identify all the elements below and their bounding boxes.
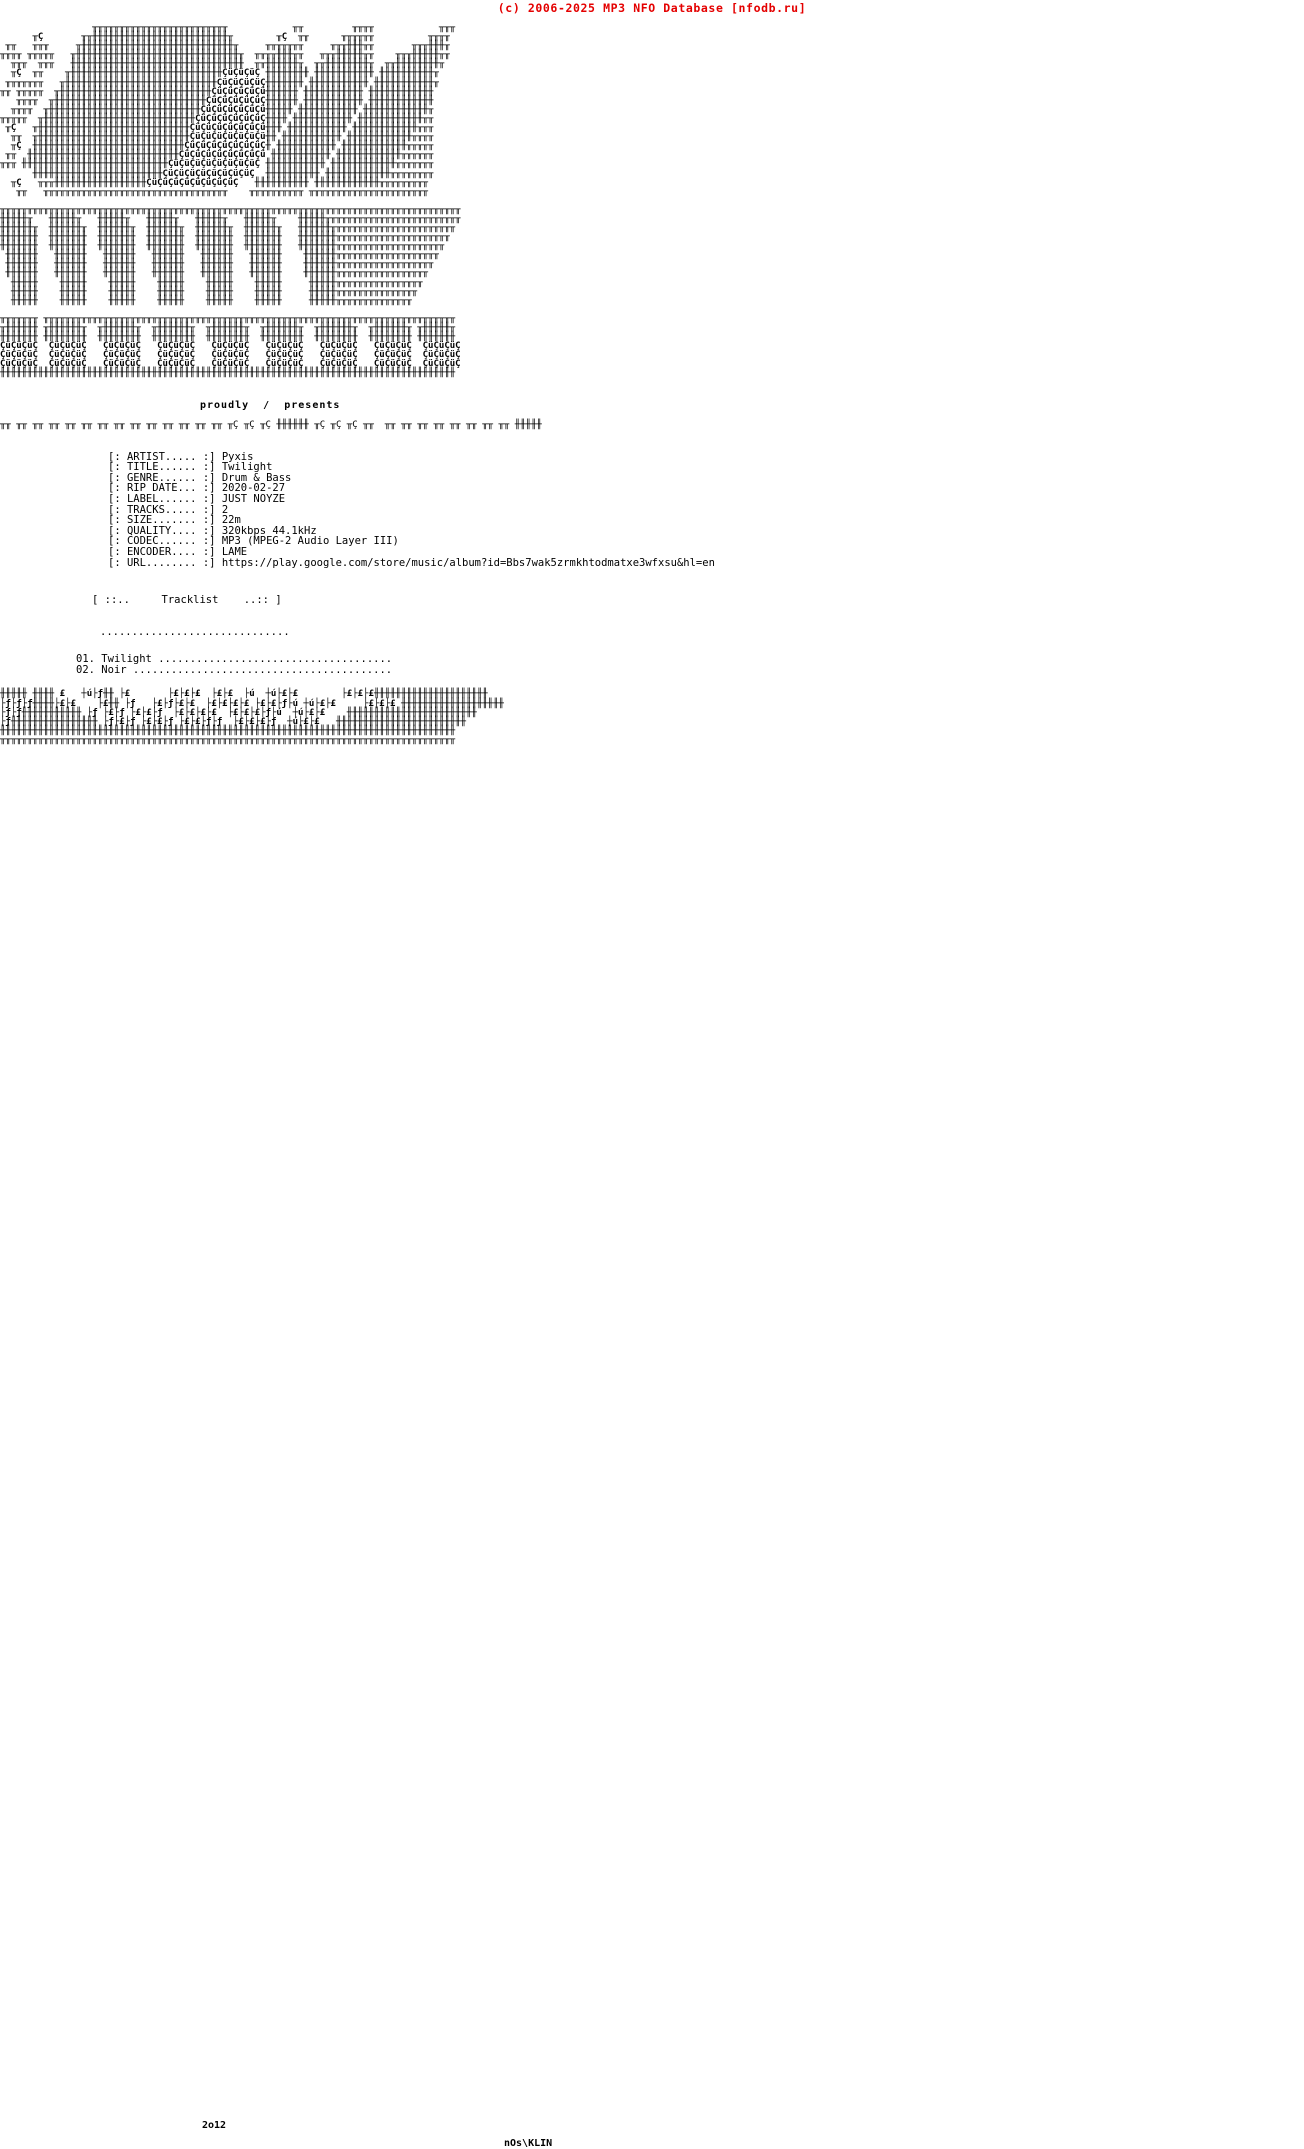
info-bracket-close: :] [196,503,222,516]
info-bracket-close: :] [196,492,222,505]
info-bracket-close: :] [196,514,222,527]
info-label: GENRE...... [126,471,197,484]
nfodb-copyright-header: (c) 2006-2025 MP3 NFO Database [nfodb.ru… [497,1,807,15]
info-label: CODEC...... [126,535,197,548]
info-row: [: ENCODER.... :] LAME [108,547,1304,558]
info-row: [: URL........ :] https://play.google.co… [108,556,1304,569]
info-label: RIP DATE... [126,482,197,495]
info-bracket-open: [: [108,461,127,474]
info-row: [: CODEC...... :] MP3 (MPEG-2 Audio Laye… [108,536,1304,547]
info-bracket-close: :] [196,545,222,558]
info-label: TRACKS..... [126,503,197,516]
ascii-art-logo-bottom: ╫╫╫╫╫ ╫╫╫╫ £ ┼ú├ƒ╫╫ ├£ ├£├£├£ ├£├£ ├ú ┼ú… [0,689,1304,2149]
info-bracket-open: [: [108,545,127,558]
info-value: JUST NOYZE [221,492,286,505]
info-value: Pyxis [221,450,254,463]
info-value[interactable]: https://play.google.com/store/music/albu… [221,556,715,569]
track-title: Twilight [101,653,159,666]
info-row: [: ARTIST..... :] Pyxis [108,450,1304,463]
track-row: 02. Noir ...............................… [76,665,1304,676]
info-value: LAME [221,545,248,558]
tracklist-heading-underline: .............................. [100,626,290,639]
info-row: [: SIZE....... :] 22m [108,515,1304,526]
info-row: [: LABEL...... :] JUST NOYZE [108,494,1304,505]
year-signature: 2o12 [200,2120,229,2132]
info-bracket-open: [: [108,471,127,484]
logo-divider-line: ╥╥ ╥╥ ╥╥ ╥╥ ╥╥ ╥╥ ╥╥ ╥╥ ╥╥ ╥╥ ╥╥ ╥╥ ╥╥ ╥… [0,420,542,431]
info-bracket-close: :] [196,535,222,548]
info-bracket-open: [: [108,514,127,527]
track-row: 01. Twilight ...........................… [76,654,1304,665]
info-bracket-open: [: [108,556,127,569]
track-title: Noir [101,663,133,676]
footer-art-lines: ╫╫╫╫╫ ╫╫╫╫ £ ┼ú├ƒ╫╫ ├£ ├£├£├£ ├£├£ ├ú ┼ú… [0,689,504,745]
info-row: [: TRACKS..... :] 2 [108,503,1304,516]
info-row: [: GENRE...... :] Drum & Bass [108,471,1304,484]
info-bracket-close: :] [196,461,222,474]
info-row: [: QUALITY.... :] 320kbps 44.1kHz [108,524,1304,537]
info-bracket-open: [: [108,492,127,505]
info-bracket-open: [: [108,524,127,537]
info-label: SIZE....... [126,514,197,527]
spacer [0,675,1304,681]
logo-top-lines: ╥╥╥╥╥╥╥╥╥╥╥╥╥╥╥╥╥╥╥╥╥╥╥╥╥ ╥╥ ╥╥╥╥ ╥╥╥ ╥Ç… [0,23,456,197]
info-bracket-close: :] [196,482,222,495]
group-signature: nOs\KLIN [502,2138,555,2149]
logo-lower-lines: ╥╥╥╥╥╥╥ ╥╥╥╥╥╥╥╥╥╥╥╥╥╥╥╥╥╥╥╥╥╥╥╥╥╥╥╥╥╥╥╥… [0,313,461,379]
logo-mid-lines: ╥╥╥╥╥╥╥╥╥╥╥╥╥╥╥╥╥╥╥╥╥╥╥╥╥╥╥╥╥╥╥╥╥╥╥╥╥╥╥╥… [0,204,461,306]
info-value: 22m [221,514,241,527]
info-bracket-open: [: [108,503,127,516]
ascii-art-logo-top: ╥╥╥╥╥╥╥╥╥╥╥╥╥╥╥╥╥╥╥╥╥╥╥╥╥ ╥╥ ╥╥╥╥ ╥╥╥ ╥Ç… [0,23,1304,379]
info-row: [: RIP DATE... :] 2020-02-27 [108,483,1304,494]
release-info-block: [: ARTIST..... :] Pyxis [: TITLE...... :]… [0,450,1304,569]
info-value: 2 [221,503,229,516]
tagline-row: proudly / presents [0,393,1304,412]
info-value: Twilight [221,461,273,474]
track-dot-leader: ........................................… [132,663,393,676]
info-label: LABEL...... [126,492,197,505]
track-number: 02. [76,663,102,676]
tracklist-block: [ ::.. Tracklist ..:: ] ................… [0,574,1304,648]
track-number: 01. [76,653,102,666]
info-value: 320kbps 44.1kHz [221,524,317,537]
info-bracket-close: :] [196,524,222,537]
info-label: URL........ [126,556,197,569]
info-value: Drum & Bass [221,471,292,484]
info-bracket-close: :] [196,450,222,463]
info-value: MP3 (MPEG-2 Audio Layer III) [221,535,399,548]
info-bracket-open: [: [108,482,127,495]
info-bracket-open: [: [108,450,127,463]
tracklist-heading: [ ::.. Tracklist ..:: ] [92,594,282,607]
info-label: ARTIST..... [126,450,197,463]
info-value: 2020-02-27 [221,482,286,495]
info-bracket-close: :] [196,556,222,569]
info-label: ENCODER.... [126,545,197,558]
info-bracket-open: [: [108,535,127,548]
tracklist-entries: 01. Twilight ...........................… [0,654,1304,675]
info-bracket-close: :] [196,471,222,484]
info-label: TITLE...... [126,461,197,474]
proudly-presents-tagline: proudly / presents [200,400,341,412]
info-row: [: TITLE...... :] Twilight [108,462,1304,473]
track-dot-leader: ..................................... [158,653,393,666]
info-label: QUALITY.... [126,524,197,537]
